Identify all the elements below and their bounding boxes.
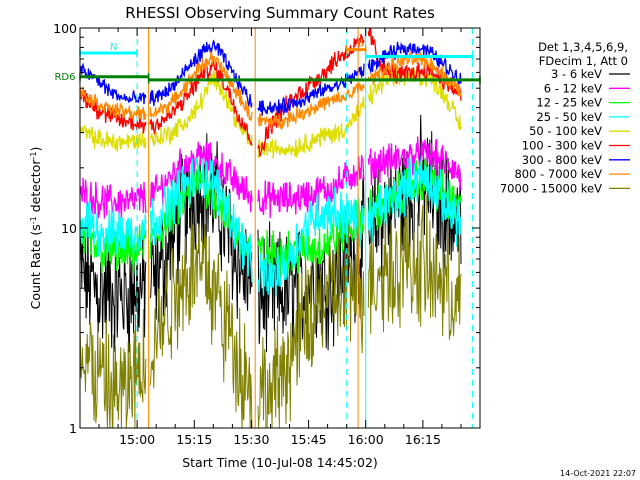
- footer-timestamp: 14-Oct-2021 22:07: [560, 469, 636, 478]
- legend-header-line-1: Det 1,3,4,5,6,9,: [538, 40, 628, 54]
- legend-label-6: 300 - 800 keV: [522, 153, 602, 167]
- x-tick-label-5: 16:15: [405, 432, 441, 447]
- flag-layer: RD6 N S: [54, 28, 481, 428]
- series-line-3: [79, 155, 462, 297]
- y-label-mid: detector: [28, 159, 43, 217]
- series-line-7: [79, 49, 462, 131]
- x-tick-label-4: 16:00: [348, 432, 384, 447]
- legend-label-0: 3 - 6 keV: [551, 67, 602, 81]
- series-line-0: [79, 114, 462, 355]
- x-tick-label-1: 15:15: [176, 432, 212, 447]
- series-line-6: [79, 39, 462, 116]
- legend-label-7: 800 - 7000 keV: [514, 167, 602, 181]
- y-tick-label-1: 10: [61, 221, 77, 236]
- legend-label-5: 100 - 300 keV: [522, 139, 602, 153]
- series-line-4: [79, 65, 462, 159]
- legend-label-8: 7000 - 15000 keV: [500, 181, 602, 195]
- x-tick-label-0: 15:00: [119, 432, 155, 447]
- legend-label-1: 6 - 12 keV: [544, 81, 602, 95]
- chart-title: RHESSI Observing Summary Count Rates: [125, 4, 435, 22]
- legend-header-line-2: FDecim 1, Att 0: [539, 54, 628, 68]
- flag-label-0: RD6: [54, 72, 75, 83]
- y-label-exp1: -1: [29, 216, 38, 224]
- x-axis-label: Start Time (10-Jul-08 14:45:02): [182, 455, 378, 470]
- y-label-end: ): [28, 147, 43, 152]
- y-tick-label-0: 1: [69, 421, 77, 436]
- legend-label-4: 50 - 100 keV: [529, 124, 602, 138]
- legend-label-2: 12 - 25 keV: [536, 96, 602, 110]
- y-label-main: Count Rate (s: [28, 224, 43, 309]
- tick-layer: 15:00 15:15 15:30 15:45 16:00 16:15 1 10 100: [53, 21, 480, 447]
- y-axis-label: Count Rate (s-1 detector-1): [28, 147, 43, 310]
- flag-label-3: S: [358, 39, 364, 50]
- legend-label-3: 25 - 50 keV: [536, 110, 602, 124]
- flag-label-2: N: [110, 42, 117, 53]
- y-label-exp2: -1: [29, 152, 38, 160]
- y-tick-label-2: 100: [53, 21, 77, 36]
- x-tick-label-3: 15:45: [291, 432, 327, 447]
- x-tick-label-2: 15:30: [233, 432, 269, 447]
